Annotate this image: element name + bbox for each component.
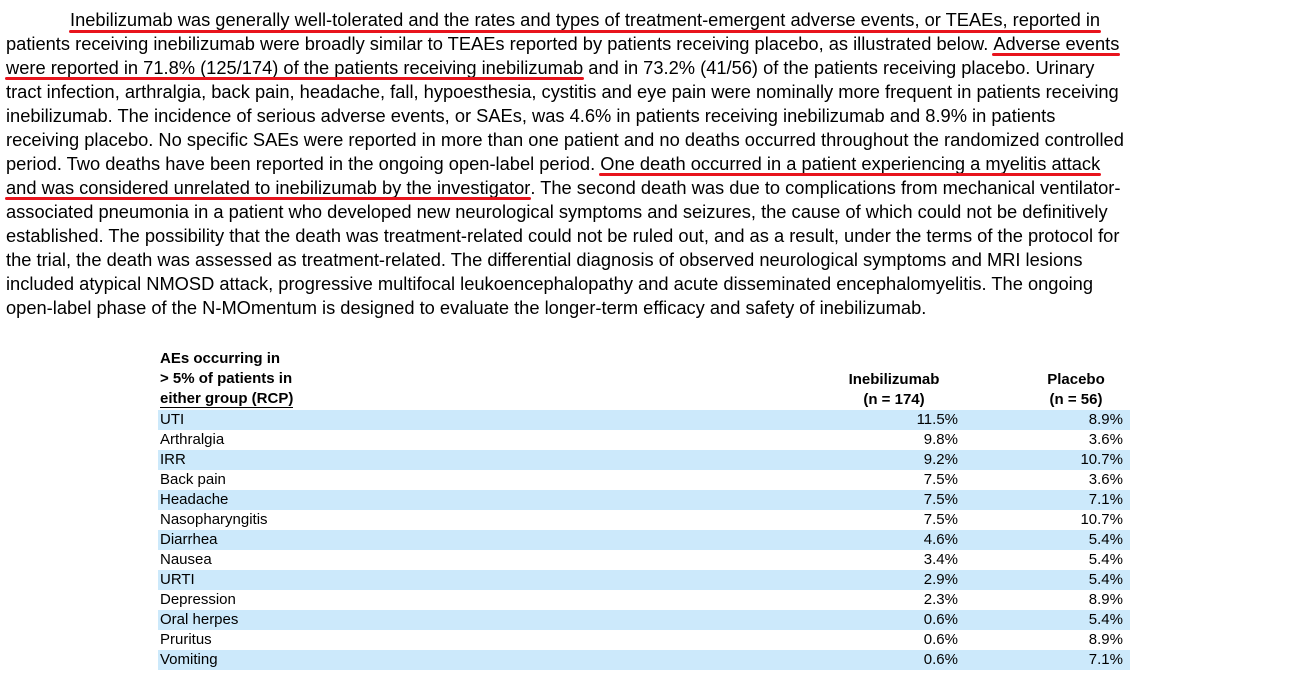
paragraph-line: and was considered unrelated to inebiliz… [4, 176, 1296, 200]
header-col-title: Inebilizumab [848, 371, 940, 388]
safety-paragraph: Inebilizumab was generally well-tolerate… [4, 8, 1296, 320]
placebo-cell: 5.4% [1088, 571, 1123, 588]
table-row: Back pain 7.5% 3.6% [158, 470, 1130, 490]
table-row: IRR 9.2% 10.7% [158, 450, 1130, 470]
adverse-events-table: AEs occurring in > 5% of patients in eit… [158, 349, 1130, 670]
ae-name-cell: Nasopharyngitis [160, 511, 268, 528]
table-row: Depression 2.3% 8.9% [158, 590, 1130, 610]
paragraph-text: period. Two deaths have been reported in… [6, 153, 601, 174]
paragraph-line: tract infection, arthralgia, back pain, … [6, 81, 1119, 102]
paragraph-line: were reported in 71.8% (125/174) of the … [4, 56, 1296, 80]
placebo-cell: 8.9% [1088, 411, 1123, 428]
ae-name-cell: Back pain [160, 471, 226, 488]
table-row: Arthralgia 9.8% 3.6% [158, 430, 1130, 450]
paragraph-line: included atypical NMOSD attack, progress… [6, 273, 1094, 294]
paragraph-line: patients receiving inebilizumab were bro… [6, 32, 1296, 56]
placebo-cell: 5.4% [1088, 531, 1123, 548]
paragraph-line: period. Two deaths have been reported in… [6, 152, 1296, 176]
inebilizumab-cell: 11.5% [916, 411, 958, 428]
header-col-n: (n = 56) [1036, 390, 1116, 411]
ae-name-cell: Headache [160, 491, 229, 508]
placebo-cell: 8.9% [1088, 631, 1123, 648]
header-label: AEs occurring in > 5% of patients in eit… [160, 349, 294, 409]
highlighted-text: Inebilizumab was generally well-tolerate… [68, 9, 1102, 33]
header-col-n: (n = 174) [842, 390, 946, 411]
highlighted-text: Adverse events [992, 33, 1121, 56]
inebilizumab-cell: 9.8% [923, 431, 958, 448]
paragraph-text: and in 73.2% (41/56) of the patients rec… [583, 57, 1095, 78]
highlighted-text: were reported in 71.8% (125/174) of the … [4, 57, 585, 80]
ae-name-cell: Depression [160, 591, 236, 608]
placebo-cell: 10.7% [1080, 451, 1123, 468]
ae-name-cell: Pruritus [160, 631, 212, 648]
paragraph-line: established. The possibility that the de… [6, 225, 1120, 246]
header-label-line: either group (RCP) [160, 390, 294, 408]
inebilizumab-cell: 7.5% [923, 471, 958, 488]
paragraph-text: . The second death was due to complicati… [530, 177, 1121, 198]
placebo-cell: 7.1% [1088, 651, 1123, 668]
inebilizumab-cell: 9.2% [923, 451, 958, 468]
placebo-cell: 3.6% [1088, 471, 1123, 488]
table-row: UTI 11.5% 8.9% [158, 410, 1130, 430]
header-inebilizumab: Inebilizumab (n = 174) [842, 370, 946, 411]
ae-name-cell: Nausea [160, 551, 212, 568]
placebo-cell: 7.1% [1088, 491, 1123, 508]
paragraph-line: inebilizumab. The incidence of serious a… [6, 105, 1056, 126]
table-body: UTI 11.5% 8.9% Arthralgia 9.8% 3.6% IRR 9.2% 10.… [158, 410, 1130, 670]
inebilizumab-cell: 4.6% [923, 531, 958, 548]
paragraph-text: patients receiving inebilizumab were bro… [6, 33, 994, 54]
ae-name-cell: UTI [160, 411, 185, 428]
highlighted-text: and was considered unrelated to inebiliz… [4, 177, 532, 200]
table-row: URTI 2.9% 5.4% [158, 570, 1130, 590]
inebilizumab-cell: 7.5% [923, 491, 958, 508]
ae-name-cell: Oral herpes [160, 611, 239, 628]
ae-name-cell: Arthralgia [160, 431, 225, 448]
inebilizumab-cell: 2.9% [923, 571, 958, 588]
table-row: Nausea 3.4% 5.4% [158, 550, 1130, 570]
ae-name-cell: Diarrhea [160, 531, 218, 548]
table-row: Oral herpes 0.6% 5.4% [158, 610, 1130, 630]
table-header: AEs occurring in > 5% of patients in eit… [158, 349, 1130, 411]
placebo-cell: 5.4% [1088, 611, 1123, 628]
table-row: Pruritus 0.6% 8.9% [158, 630, 1130, 650]
paragraph-line: receiving placebo. No specific SAEs were… [6, 129, 1124, 150]
inebilizumab-cell: 0.6% [923, 631, 958, 648]
header-label-line: AEs occurring in [160, 350, 281, 367]
header-label-line: > 5% of patients in [160, 370, 293, 387]
header-placebo: Placebo (n = 56) [1036, 370, 1116, 411]
inebilizumab-cell: 3.4% [923, 551, 958, 568]
ae-name-cell: Vomiting [160, 651, 218, 668]
header-col-title: Placebo [1047, 371, 1105, 388]
paragraph-line: associated pneumonia in a patient who de… [6, 201, 1108, 222]
inebilizumab-cell: 0.6% [923, 651, 958, 668]
placebo-cell: 10.7% [1080, 511, 1123, 528]
placebo-cell: 3.6% [1088, 431, 1123, 448]
inebilizumab-cell: 7.5% [923, 511, 958, 528]
ae-name-cell: IRR [160, 451, 186, 468]
table-row: Nasopharyngitis 7.5% 10.7% [158, 510, 1130, 530]
paragraph-line: open-label phase of the N-MOmentum is de… [6, 297, 927, 318]
table-row: Headache 7.5% 7.1% [158, 490, 1130, 510]
placebo-cell: 8.9% [1088, 591, 1123, 608]
table-row: Vomiting 0.6% 7.1% [158, 650, 1130, 670]
paragraph-line: the trial, the death was assessed as tre… [6, 249, 1083, 270]
paragraph-line: Inebilizumab was generally well-tolerate… [6, 8, 1296, 33]
highlighted-text: One death occurred in a patient experien… [599, 153, 1102, 176]
inebilizumab-cell: 0.6% [923, 611, 958, 628]
ae-name-cell: URTI [160, 571, 195, 588]
table-row: Diarrhea 4.6% 5.4% [158, 530, 1130, 550]
inebilizumab-cell: 2.3% [923, 591, 958, 608]
placebo-cell: 5.4% [1088, 551, 1123, 568]
